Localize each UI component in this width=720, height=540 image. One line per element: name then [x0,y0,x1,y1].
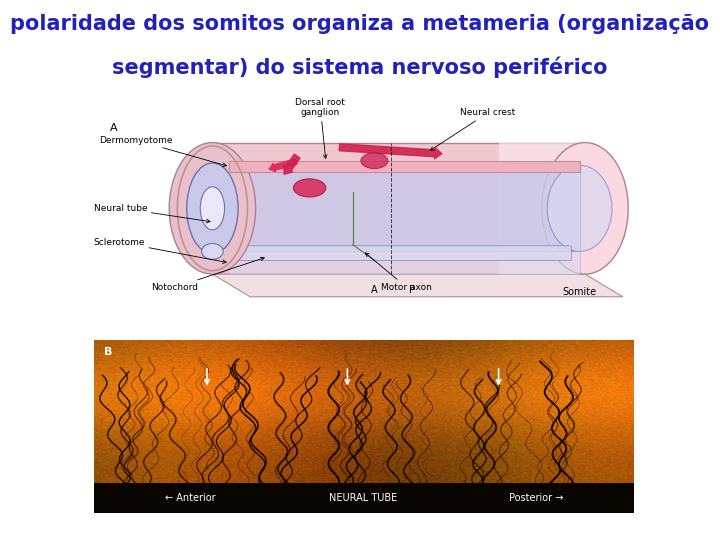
Ellipse shape [361,153,388,168]
FancyBboxPatch shape [226,246,572,260]
Ellipse shape [186,163,238,254]
Text: NEURAL TUBE: NEURAL TUBE [330,493,397,503]
FancyArrowPatch shape [284,154,300,174]
Polygon shape [212,274,623,297]
Text: ← Anterior: ← Anterior [166,493,216,503]
FancyArrowPatch shape [339,144,442,159]
Text: Somite: Somite [562,287,597,296]
Text: Notochord: Notochord [151,257,264,292]
Text: P: P [409,285,415,295]
FancyBboxPatch shape [212,143,580,274]
Text: Dorsal root
ganglion: Dorsal root ganglion [295,98,346,158]
FancyBboxPatch shape [229,165,580,252]
Text: A: A [371,285,378,295]
Text: Neural tube: Neural tube [94,204,210,223]
Text: A: A [110,123,117,133]
Text: Dermomyotome: Dermomyotome [99,136,226,166]
Text: Posterior →: Posterior → [509,493,564,503]
Ellipse shape [200,187,225,230]
Text: segmentar) do sistema nervoso periférico: segmentar) do sistema nervoso periférico [112,57,608,78]
FancyBboxPatch shape [229,252,580,274]
Text: Motor axon: Motor axon [365,253,432,292]
Ellipse shape [202,244,223,259]
Ellipse shape [541,143,628,274]
Text: Sclerotome: Sclerotome [94,238,226,264]
Text: Neural crest: Neural crest [431,109,516,150]
Text: polaridade dos somitos organiza a metameria (organização: polaridade dos somitos organiza a metame… [10,14,710,34]
FancyBboxPatch shape [498,143,580,274]
Text: B: B [104,347,113,357]
Ellipse shape [294,179,325,197]
FancyBboxPatch shape [229,161,580,172]
Ellipse shape [169,143,256,274]
Ellipse shape [547,165,612,252]
FancyArrowPatch shape [269,159,297,172]
